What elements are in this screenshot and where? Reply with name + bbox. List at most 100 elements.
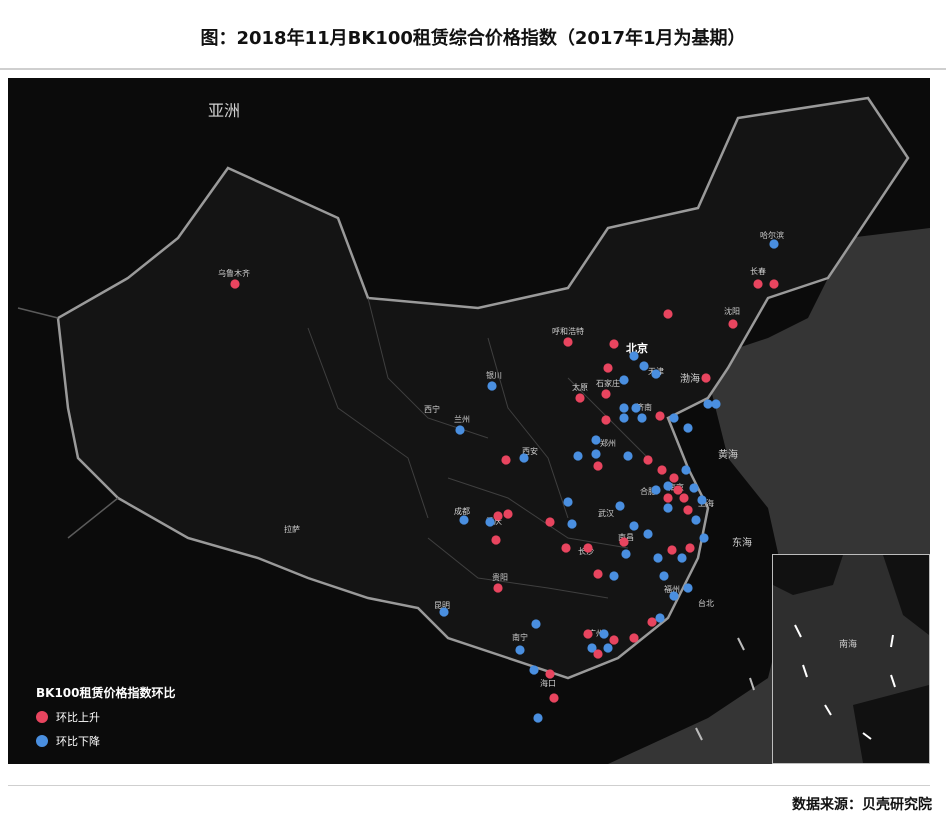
city-marker-up bbox=[685, 543, 695, 553]
label-guiyang: 贵阳 bbox=[492, 572, 508, 582]
city-marker-up bbox=[728, 319, 738, 329]
city-marker-up bbox=[545, 669, 555, 679]
city-marker-down bbox=[683, 583, 693, 593]
city-marker-down bbox=[531, 619, 541, 629]
source-divider bbox=[8, 785, 930, 786]
city-marker-down bbox=[659, 571, 669, 581]
city-marker-up bbox=[667, 545, 677, 555]
city-marker-down bbox=[769, 239, 779, 249]
city-marker-up bbox=[663, 493, 673, 503]
label-nanchang: 南昌 bbox=[618, 532, 634, 542]
city-marker-down bbox=[703, 399, 713, 409]
city-marker-up bbox=[701, 373, 711, 383]
city-marker-down bbox=[455, 425, 465, 435]
label-beijing: 北京 bbox=[626, 341, 648, 355]
city-marker-down bbox=[669, 413, 679, 423]
legend: BK100租赁价格指数环比 环比上升 环比下降 bbox=[36, 684, 176, 757]
china-border bbox=[56, 96, 910, 680]
city-marker-down bbox=[711, 399, 721, 409]
city-marker-down bbox=[439, 607, 449, 617]
city-marker-down bbox=[591, 435, 601, 445]
city-marker-down bbox=[619, 403, 629, 413]
legend-down-label: 环比下降 bbox=[56, 735, 100, 748]
city-marker-up bbox=[619, 537, 629, 547]
city-marker-up bbox=[657, 465, 667, 475]
city-marker-down bbox=[619, 413, 629, 423]
label-taibei: 台北 bbox=[698, 598, 714, 608]
label-fuzhou: 福州 bbox=[664, 585, 680, 594]
city-marker-down bbox=[699, 533, 709, 543]
label-shenyang: 沈阳 bbox=[724, 306, 740, 316]
city-marker-up bbox=[593, 569, 603, 579]
city-marker-down bbox=[637, 413, 647, 423]
label-chengdu: 成都 bbox=[454, 506, 470, 516]
city-marker-down bbox=[487, 381, 497, 391]
title-divider bbox=[0, 68, 946, 70]
city-marker-up bbox=[230, 279, 240, 289]
label-huanghai: 黄海 bbox=[718, 448, 738, 461]
city-marker-down bbox=[591, 449, 601, 459]
city-marker-up bbox=[669, 473, 679, 483]
city-marker-up bbox=[647, 617, 657, 627]
label-taiyuan: 太原 bbox=[572, 382, 588, 392]
city-marker-down bbox=[619, 375, 629, 385]
city-marker-down bbox=[691, 515, 701, 525]
label-wuhan: 武汉 bbox=[598, 508, 614, 518]
city-marker-down bbox=[663, 503, 673, 513]
label-donghai: 东海 bbox=[732, 536, 752, 549]
city-marker-up bbox=[491, 535, 501, 545]
page-title: 图：2018年11月BK100租赁综合价格指数（2017年1月为基期） bbox=[200, 28, 746, 49]
city-marker-down bbox=[631, 403, 641, 413]
city-marker-down bbox=[615, 501, 625, 511]
label-xian: 西安 bbox=[522, 446, 538, 456]
city-marker-up bbox=[769, 279, 779, 289]
city-markers bbox=[230, 239, 779, 723]
source-note: 数据来源：贝壳研究院 bbox=[792, 797, 932, 813]
label-jinan: 济南 bbox=[636, 402, 652, 412]
city-marker-down bbox=[629, 521, 639, 531]
label-nanning: 南宁 bbox=[512, 632, 528, 642]
city-marker-down bbox=[629, 351, 639, 361]
city-marker-down bbox=[533, 713, 543, 723]
city-marker-up bbox=[601, 415, 611, 425]
city-marker-up bbox=[503, 509, 513, 519]
city-marker-down bbox=[529, 665, 539, 675]
city-marker-up bbox=[593, 461, 603, 471]
legend-item-up: 环比上升 bbox=[36, 709, 176, 725]
label-harbin: 哈尔滨 bbox=[760, 230, 784, 240]
city-marker-up bbox=[643, 455, 653, 465]
city-marker-up bbox=[561, 543, 571, 553]
city-marker-up bbox=[583, 543, 593, 553]
label-urumqi: 乌鲁木齐 bbox=[218, 268, 250, 278]
map-canvas: 亚洲 北京 渤海 黄海 东海 乌鲁木齐 哈尔滨 长春 沈阳 呼和浩特 太原 石家… bbox=[8, 78, 930, 764]
city-marker-up bbox=[609, 635, 619, 645]
label-changchun: 长春 bbox=[750, 266, 766, 276]
label-shijiazhuang: 石家庄 bbox=[596, 378, 620, 388]
city-marker-down bbox=[653, 553, 663, 563]
nine-dash-line bbox=[695, 637, 755, 741]
label-kunming: 昆明 bbox=[434, 601, 450, 610]
city-marker-up bbox=[753, 279, 763, 289]
city-marker-down bbox=[485, 517, 495, 527]
legend-item-down: 环比下降 bbox=[36, 733, 176, 749]
city-marker-down bbox=[655, 613, 665, 623]
legend-title: BK100租赁价格指数环比 bbox=[36, 686, 176, 700]
city-marker-down bbox=[587, 643, 597, 653]
city-marker-down bbox=[609, 571, 619, 581]
city-marker-up bbox=[493, 583, 503, 593]
city-marker-up bbox=[655, 411, 665, 421]
city-marker-down bbox=[651, 369, 661, 379]
city-marker-up bbox=[563, 337, 573, 347]
city-marker-up bbox=[601, 389, 611, 399]
map-panel: 亚洲 北京 渤海 黄海 东海 乌鲁木齐 哈尔滨 长春 沈阳 呼和浩特 太原 石家… bbox=[8, 78, 930, 764]
city-marker-up bbox=[679, 493, 689, 503]
label-haikou: 海口 bbox=[540, 678, 556, 688]
label-guangzhou: 广州 bbox=[588, 628, 604, 638]
city-marker-up bbox=[603, 363, 613, 373]
label-nanhai: 南海 bbox=[839, 638, 857, 650]
city-marker-down bbox=[567, 519, 577, 529]
label-lanzhou: 兰州 bbox=[454, 414, 470, 424]
city-marker-down bbox=[683, 423, 693, 433]
city-marker-up bbox=[683, 505, 693, 515]
city-marker-up bbox=[549, 693, 559, 703]
